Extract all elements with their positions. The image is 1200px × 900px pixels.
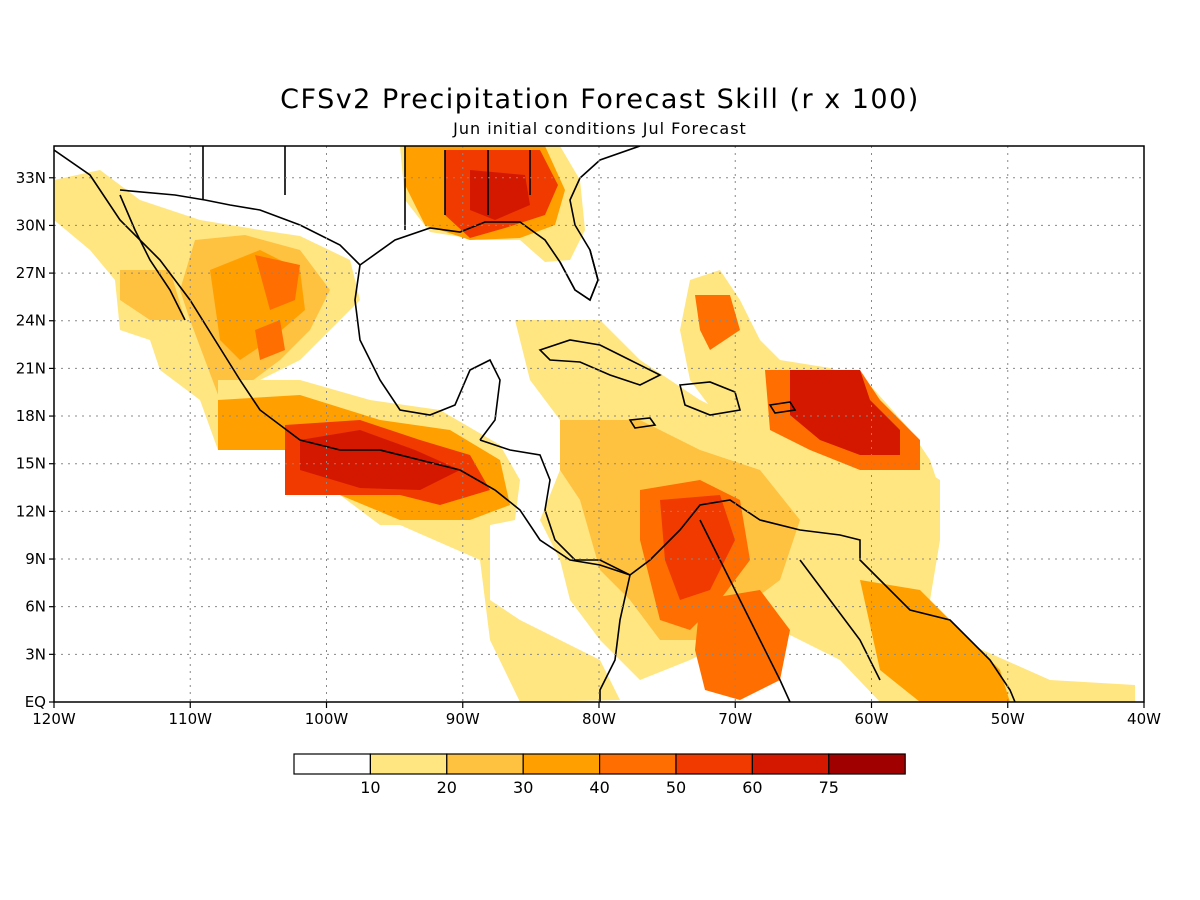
- lat-tick-label: 6N: [25, 598, 46, 616]
- lat-tick-label: 18N: [16, 407, 46, 425]
- skill-region-carib-5: [660, 495, 735, 600]
- lon-tick-label: 60W: [855, 710, 889, 728]
- colorbar-swatch: [751, 753, 830, 775]
- skill-shading: [54, 146, 1135, 702]
- skill-region-nsa-4: [695, 590, 790, 700]
- coast-baja: [119, 194, 186, 321]
- coastlines: [54, 146, 1016, 702]
- lat-tick-label: 3N: [25, 645, 46, 663]
- lon-tick-label: 100W: [305, 710, 349, 728]
- skill-region-bahamas-4: [695, 295, 740, 350]
- coast-central-america-east: [479, 439, 1016, 702]
- colorbar-swatch: [293, 753, 372, 775]
- lon-tick-label: 90W: [446, 710, 480, 728]
- coast-mexico-east: [354, 264, 501, 441]
- colorbar-swatch: [828, 753, 906, 775]
- lon-tick-label: 120W: [32, 710, 76, 728]
- colorbar-swatch: [522, 753, 601, 775]
- colorbar-swatch: [598, 753, 677, 775]
- border-us-mexico: [119, 189, 361, 266]
- lat-tick-label: 12N: [16, 502, 46, 520]
- lat-tick-label: 21N: [16, 359, 46, 377]
- skill-region-baja-2: [120, 270, 185, 320]
- colorbar-swatch: [446, 753, 524, 775]
- coast-jamaica: [628, 417, 657, 429]
- lat-ticks: EQ 3N 6N 9N 12N 15N 18N 21N 24N 27N 30N 33N: [16, 169, 54, 711]
- lon-ticks: 120W 110W 100W 90W 80W 70W 60W 50W 40W: [32, 702, 1161, 728]
- colorbar-level-label: 20: [437, 778, 457, 797]
- map-subtitle: Jun initial conditions Jul Forecast: [453, 119, 747, 138]
- lon-tick-label: 110W: [169, 710, 213, 728]
- lat-tick-label: EQ: [25, 693, 46, 711]
- skill-region-epac-6: [300, 430, 460, 490]
- colorbar-swatch: [675, 753, 754, 775]
- coast-puerto-rico: [768, 401, 797, 414]
- skill-region-se-us-6: [470, 170, 530, 220]
- skill-region-guianas-3: [860, 580, 1010, 702]
- colorbar-level-label: 30: [513, 778, 533, 797]
- border-venezuela: [699, 519, 881, 702]
- colorbar-level-label: 40: [589, 778, 609, 797]
- colorbar-swatch: [369, 753, 448, 775]
- lon-tick-label: 70W: [718, 710, 752, 728]
- lat-tick-label: 9N: [25, 550, 46, 568]
- map-gridlines: [54, 146, 1144, 702]
- skill-region-mexico-4: [255, 255, 300, 310]
- map-title: CFSv2 Precipitation Forecast Skill (r x …: [280, 84, 920, 115]
- lat-tick-label: 15N: [16, 455, 46, 473]
- lat-tick-label: 33N: [16, 169, 46, 187]
- coast-mexico-west: [54, 149, 631, 576]
- lat-tick-label: 27N: [16, 264, 46, 282]
- skill-region-antilles-6: [790, 370, 900, 455]
- lon-tick-label: 50W: [991, 710, 1025, 728]
- coast-cuba: [538, 339, 662, 386]
- lon-tick-label: 40W: [1127, 710, 1161, 728]
- coast-south-america-west: [599, 574, 631, 702]
- coast-florida: [559, 249, 599, 302]
- colorbar-level-label: 60: [742, 778, 762, 797]
- colorbar-level-label: 75: [819, 778, 839, 797]
- lat-tick-label: 30N: [16, 216, 46, 234]
- border-us-states: [202, 146, 531, 230]
- colorbar-level-label: 50: [666, 778, 686, 797]
- colorbar-level-label: 10: [360, 778, 380, 797]
- lat-tick-label: 24N: [16, 312, 46, 330]
- coast-hispaniola: [678, 381, 742, 416]
- lon-tick-label: 80W: [582, 710, 616, 728]
- skill-region-mexico-4b: [255, 320, 285, 360]
- colorbar: 10 20 30 40 50 60 75: [293, 753, 906, 797]
